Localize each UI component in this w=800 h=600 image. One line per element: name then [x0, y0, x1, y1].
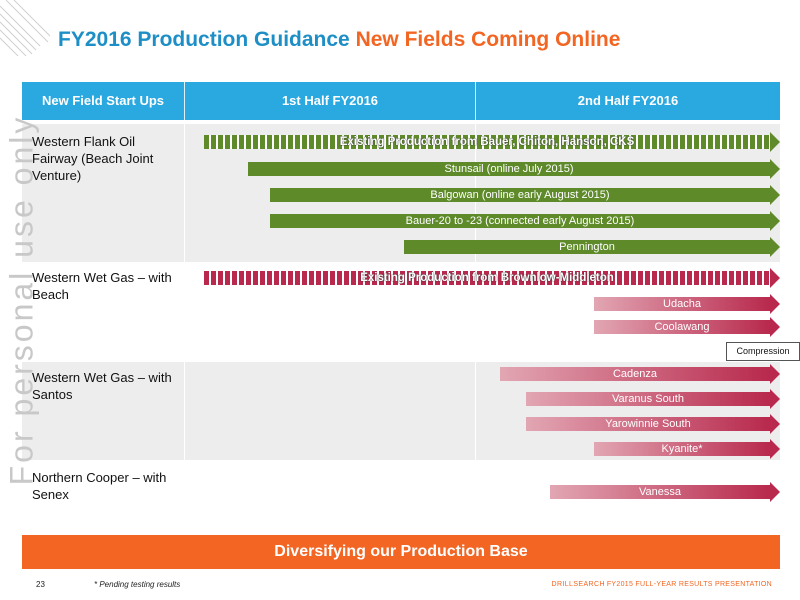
title-part-2: New Fields Coming Online: [355, 28, 621, 51]
row-label-western-wet-gas-beach: Western Wet Gas – with Beach: [32, 270, 172, 302]
arrow-vanessa: Vanessa: [550, 482, 780, 502]
arrow-kyanite: Kyanite*: [594, 439, 780, 459]
row-label-western-wet-gas-santos: Western Wet Gas – with Santos: [32, 370, 172, 402]
watermark: For personal use only: [3, 114, 40, 486]
banner-diversifying: Diversifying our Production Base: [22, 535, 780, 569]
arrow-cadenza: Cadenza: [500, 364, 780, 384]
title-part-1: FY2016 Production Guidance: [58, 28, 350, 51]
row-label-northern-cooper: Northern Cooper – with Senex: [32, 470, 167, 502]
arrow-label: Udacha: [663, 298, 701, 310]
arrow-stunsail: Stunsail (online July 2015): [248, 159, 780, 179]
arrow-udacha: Udacha: [594, 294, 780, 314]
header-divider: [184, 82, 185, 120]
header-2nd-half: 2nd Half FY2016: [577, 93, 679, 108]
arrow-pennington: Pennington: [404, 237, 780, 257]
column-divider: [475, 362, 476, 460]
arrow-label: Pennington: [559, 241, 615, 253]
arrow-existing-bauer-chiton-hanson-cks: Existing Production from Bauer, Chiton, …: [204, 132, 780, 152]
arrow-label: Stunsail (online July 2015): [444, 163, 574, 175]
footer-presentation-title: DRILLSEARCH FY2015 FULL-YEAR RESULTS PRE…: [551, 581, 772, 588]
header-1st-half: 1st Half FY2016: [281, 93, 379, 108]
arrow-label: Kyanite*: [661, 443, 703, 455]
arrow-label: Balgowan (online early August 2015): [430, 189, 610, 201]
column-divider: [184, 362, 185, 460]
arrow-label: Cadenza: [612, 368, 658, 380]
corner-hatch-decoration: [0, 0, 50, 56]
arrow-label: Yarowinnie South: [605, 418, 691, 430]
header-divider: [475, 82, 476, 120]
row-label-western-flank-oil: Western Flank Oil Fairway (Beach Joint V…: [32, 134, 154, 183]
arrow-label: Vanessa: [639, 486, 681, 498]
arrow-bauer-20-to-23: Bauer-20 to -23 (connected early August …: [270, 211, 780, 231]
arrow-varanus-south: Varanus South: [526, 389, 780, 409]
table-header: New Field Start Ups 1st Half FY2016 2nd …: [22, 82, 780, 120]
arrow-label: Existing Production from Brownlow-Middle…: [360, 272, 614, 284]
column-divider: [184, 124, 185, 262]
arrow-label: Coolawang: [654, 321, 710, 333]
footnote: * Pending testing results: [94, 580, 181, 589]
compression-box: Compression: [726, 342, 800, 361]
footer-presentation: FY2015 FULL-YEAR RESULTS PRESENTATION: [606, 581, 772, 588]
arrow-coolawang: Coolawang: [594, 317, 780, 337]
header-new-field-start-ups: New Field Start Ups: [41, 93, 165, 108]
arrow-balgowan: Balgowan (online early August 2015): [270, 185, 780, 205]
arrow-existing-brownlow-middleton: Existing Production from Brownlow-Middle…: [204, 268, 780, 288]
footer-brand: DRILLSEARCH: [551, 581, 605, 588]
arrow-yarowinnie-south: Yarowinnie South: [526, 414, 780, 434]
page-number: 23: [36, 580, 45, 589]
arrow-label: Existing Production from Bauer, Chiton, …: [339, 136, 635, 148]
arrow-label: Varanus South: [612, 393, 684, 405]
arrow-label: Bauer-20 to -23 (connected early August …: [405, 215, 635, 227]
page-title: FY2016 Production Guidance New Fields Co…: [58, 28, 620, 52]
